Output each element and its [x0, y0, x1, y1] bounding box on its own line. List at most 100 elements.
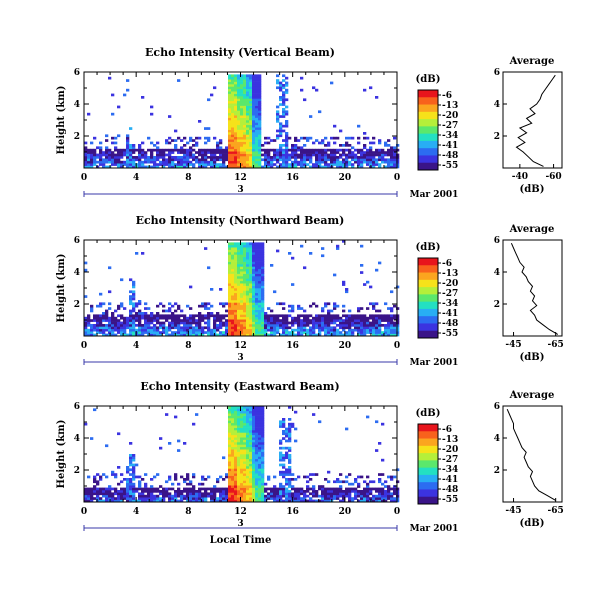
y-tick-label: 6 [74, 236, 80, 246]
x-tick-label: 16 [286, 507, 299, 517]
colorbar-swatch [418, 287, 438, 295]
colorbar-swatch [418, 301, 438, 310]
profile-x-label: (dB) [520, 184, 545, 195]
colorbar-swatch [418, 294, 438, 303]
colorbar-swatch [418, 104, 438, 113]
x-tick-label: 20 [339, 173, 352, 183]
colorbar-tick-label: -6 [442, 259, 452, 269]
colorbar-tick-label: -48 [442, 151, 458, 161]
colorbar-tick-label: -27 [442, 121, 458, 131]
x-tick-label: 0 [394, 507, 400, 517]
x-tick-label: 0 [394, 173, 400, 183]
y-tick-label: 2 [74, 132, 80, 142]
colorbar-frame [417, 89, 439, 171]
x-tick-label: 20 [339, 507, 352, 517]
colorbar-swatch [418, 155, 438, 164]
profile-line [515, 74, 556, 167]
date-day: 3 [237, 519, 243, 529]
x-tick-label: 12 [234, 173, 247, 183]
colorbar-tick-label: -27 [442, 289, 458, 299]
colorbar-tick-label: -34 [442, 299, 458, 309]
x-tick-label: 4 [133, 341, 139, 351]
heatmap-cells [84, 74, 400, 169]
profile-title: Average [509, 56, 555, 67]
colorbar-tick-label: -6 [442, 425, 452, 435]
x-tick-label: 16 [286, 341, 299, 351]
profile-frame [502, 405, 563, 503]
x-axis-label: Local Time [210, 535, 272, 546]
colorbar-tick-label: -34 [442, 465, 458, 475]
heatmap-cells [84, 406, 400, 503]
colorbar-swatch [418, 445, 438, 454]
x-tick-label: 12 [234, 341, 247, 351]
colorbar-tick-label: -13 [442, 269, 458, 279]
profile-x-tick-label: -45 [505, 340, 521, 350]
colorbar-tick-label: -55 [442, 495, 458, 505]
profile-x-tick-label: -40 [512, 172, 528, 182]
colorbar-swatch [418, 330, 438, 339]
colorbar-unit: (dB) [416, 74, 441, 85]
profile-line [510, 242, 559, 335]
x-tick-label: 8 [185, 341, 191, 351]
colorbar-tick-label: -41 [442, 141, 458, 151]
x-tick-label: 0 [394, 341, 400, 351]
colorbar-swatch [418, 140, 438, 149]
x-tick-label: 0 [81, 173, 87, 183]
panel-1: Echo Intensity (Northward Beam) 2 4 6 Height… [56, 214, 564, 368]
x-tick-label: 0 [81, 341, 87, 351]
profile-x-tick-label: -65 [548, 340, 564, 350]
colorbar-frame [417, 423, 439, 505]
colorbar-swatch [418, 453, 438, 461]
colorbar-tick-label: -6 [442, 91, 452, 101]
x-tick-label: 8 [185, 173, 191, 183]
profile-frame [502, 239, 563, 337]
colorbar-tick-label: -48 [442, 485, 458, 495]
profile-y-tick-label: 6 [494, 68, 500, 78]
profile-y-tick-label: 4 [494, 268, 500, 278]
y-axis-label: Height (km) [56, 420, 67, 489]
profile-x-tick-label: -45 [505, 506, 521, 516]
colorbar-swatch [418, 316, 438, 324]
x-tick-label: 4 [133, 507, 139, 517]
profile-title: Average [509, 224, 555, 235]
colorbar-swatch [418, 474, 438, 483]
profile-y-tick-label: 6 [494, 402, 500, 412]
panel-0: Echo Intensity (Vertical Beam) 2 4 6 Height … [56, 46, 563, 200]
colorbar-swatch [418, 308, 438, 317]
colorbar-tick-label: -41 [442, 475, 458, 485]
profile-x-tick-label: -65 [548, 506, 564, 516]
colorbar-swatch [418, 111, 438, 120]
colorbar-swatch [418, 424, 438, 432]
colorbar-swatch [418, 438, 438, 447]
colorbar-swatch [418, 90, 438, 98]
x-tick-label: 12 [234, 507, 247, 517]
y-tick-label: 2 [74, 466, 80, 476]
colorbar-swatch [418, 279, 438, 288]
colorbar-swatch [418, 126, 438, 135]
profile-y-tick-label: 4 [494, 100, 500, 110]
y-tick-label: 6 [74, 68, 80, 78]
x-tick-label: 4 [133, 173, 139, 183]
colorbar-swatch [418, 272, 438, 281]
y-tick-label: 4 [74, 434, 80, 444]
y-tick-label: 2 [74, 300, 80, 310]
colorbar-frame [417, 257, 439, 339]
colorbar-swatch [418, 119, 438, 127]
colorbar-swatch [418, 467, 438, 476]
profile-frame [502, 71, 563, 169]
colorbar-swatch [418, 133, 438, 142]
profile-line [506, 408, 556, 501]
profile-y-tick-label: 2 [494, 300, 500, 310]
colorbar-swatch [418, 97, 438, 105]
profile-y-tick-label: 4 [494, 434, 500, 444]
profile-x-tick-label: -60 [545, 172, 561, 182]
profile-x-label: (dB) [520, 352, 545, 363]
profile-x-label: (dB) [520, 518, 545, 529]
y-axis-label: Height (km) [56, 254, 67, 323]
colorbar-swatch [418, 460, 438, 469]
y-tick-label: 6 [74, 402, 80, 412]
profile-y-tick-label: 6 [494, 236, 500, 246]
colorbar-swatch [418, 489, 438, 498]
y-tick-label: 4 [74, 268, 80, 278]
